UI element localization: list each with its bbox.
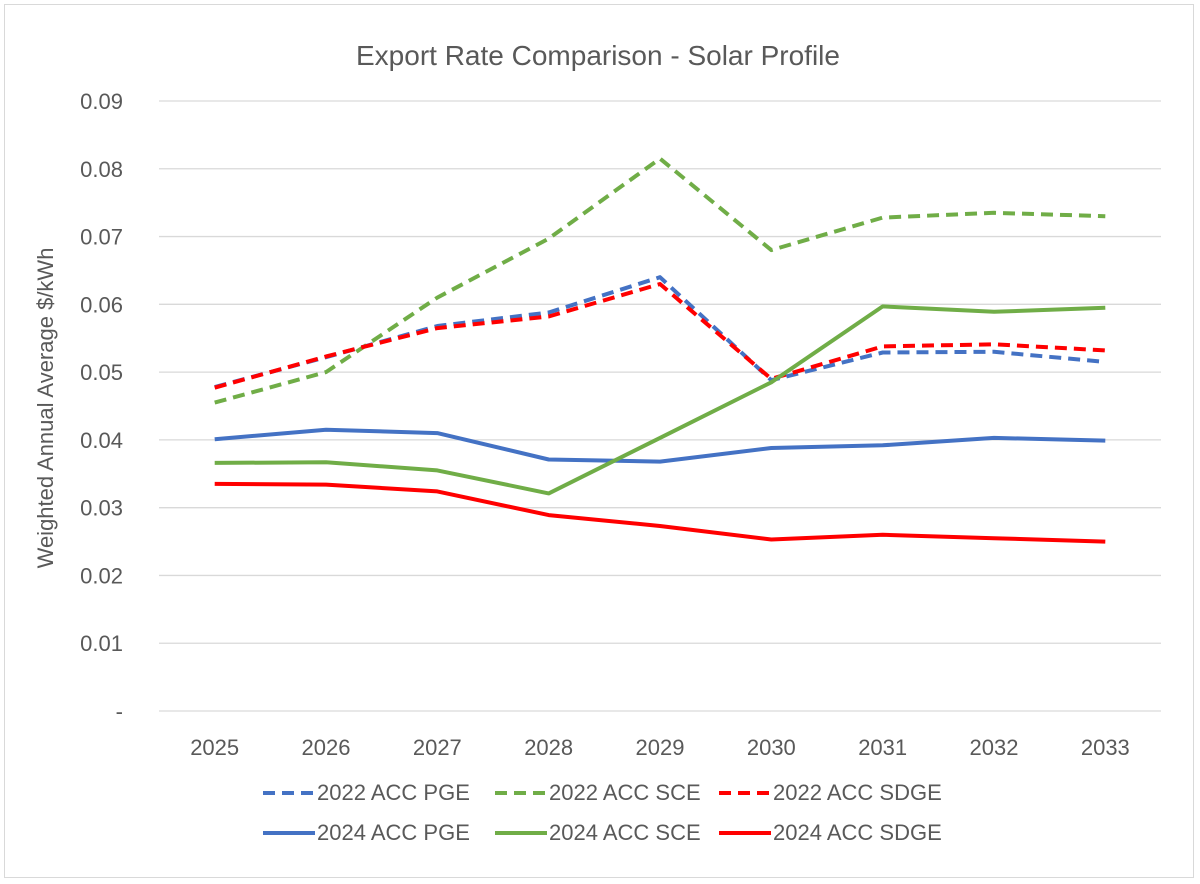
line-chart: Export Rate Comparison - Solar Profile W… <box>33 40 1161 845</box>
x-tick-label: 2031 <box>858 735 907 760</box>
legend-label: 2024 ACC PGE <box>317 820 470 845</box>
y-axis-ticks: - 0.01 0.02 0.03 0.04 0.05 0.06 0.07 0.08 0.09 <box>80 89 123 724</box>
series-line <box>214 304 1106 496</box>
y-tick-label: 0.04 <box>80 428 123 453</box>
x-tick-label: 2025 <box>190 735 239 760</box>
y-tick-label: 0.03 <box>80 496 123 521</box>
x-tick-label: 2026 <box>302 735 351 760</box>
y-tick-label: 0.02 <box>80 563 123 588</box>
chart-frame: Export Rate Comparison - Solar Profile W… <box>4 4 1194 878</box>
x-tick-label: 2028 <box>524 735 573 760</box>
legend-label: 2024 ACC SCE <box>549 820 701 845</box>
legend-label: 2022 ACC SCE <box>549 780 701 805</box>
x-tick-label: 2033 <box>1081 735 1130 760</box>
x-tick-label: 2032 <box>970 735 1019 760</box>
x-tick-label: 2027 <box>413 735 462 760</box>
y-tick-label: - <box>116 699 123 724</box>
y-tick-label: 0.06 <box>80 292 123 317</box>
gridlines <box>159 100 1161 712</box>
series-lines <box>214 156 1106 544</box>
x-tick-label: 2029 <box>636 735 685 760</box>
y-tick-label: 0.07 <box>80 225 123 250</box>
x-tick-label: 2030 <box>747 735 796 760</box>
series-line <box>214 275 1106 389</box>
series-line <box>214 282 1106 390</box>
legend-label: 2024 ACC SDGE <box>773 820 942 845</box>
y-tick-label: 0.09 <box>80 89 123 114</box>
y-axis-title: Weighted Annual Average $/kWh <box>33 248 58 569</box>
series-line <box>214 156 1106 405</box>
chart-title: Export Rate Comparison - Solar Profile <box>356 40 840 71</box>
series-line <box>214 427 1106 464</box>
legend-label: 2022 ACC PGE <box>317 780 470 805</box>
legend-label: 2022 ACC SDGE <box>773 780 942 805</box>
series-line <box>214 481 1106 544</box>
legend: 2022 ACC PGE 2022 ACC SCE 2022 ACC SDGE 202… <box>263 780 942 845</box>
y-tick-label: 0.08 <box>80 157 123 182</box>
y-tick-label: 0.05 <box>80 360 123 385</box>
x-axis-ticks: 2025 2026 2027 2028 2029 2030 2031 2032 2033 <box>190 735 1130 760</box>
y-tick-label: 0.01 <box>80 631 123 656</box>
